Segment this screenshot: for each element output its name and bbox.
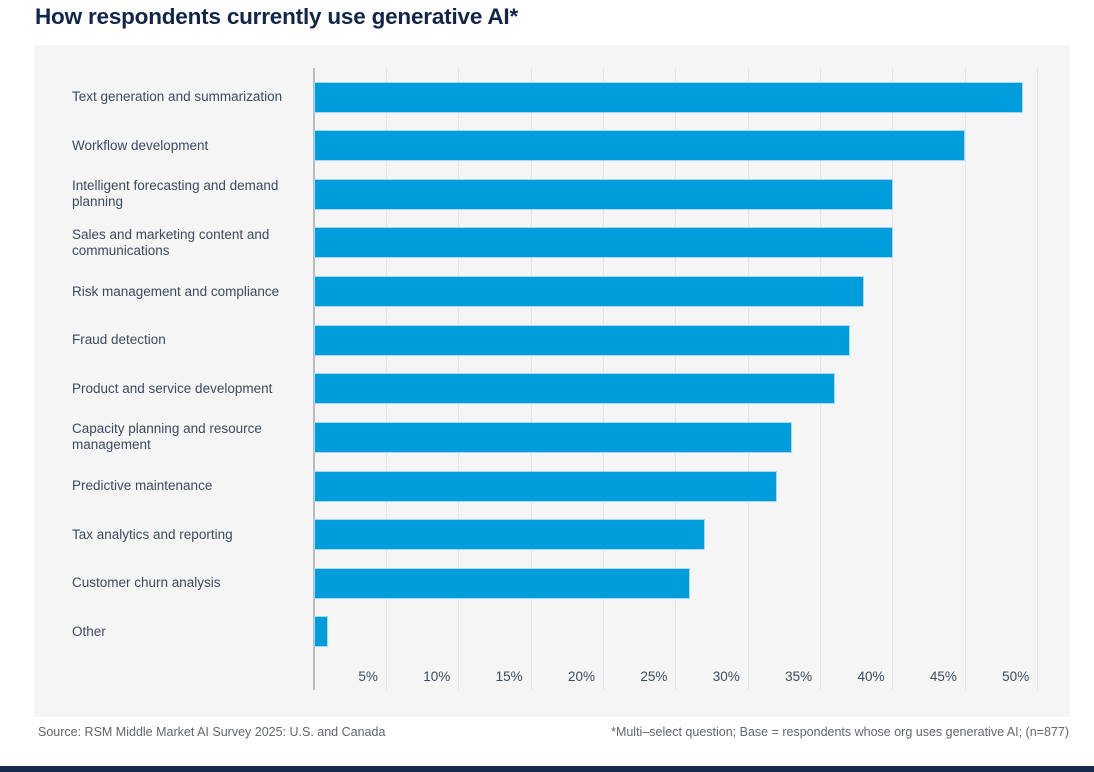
x-tick-label: 30%: [712, 669, 740, 684]
x-tick-label: 5%: [358, 669, 378, 684]
category-label: Risk management and compliance: [72, 283, 280, 299]
bar-predictive-maintenance: [314, 470, 778, 502]
category-label: Text generation and summarization: [72, 89, 283, 104]
gridline-50pct: [1037, 68, 1039, 690]
bar-risk-management-and-compliance: [314, 276, 864, 308]
x-tick-label: 10%: [423, 669, 451, 684]
x-tick-label: 45%: [929, 669, 957, 684]
category-label: Fraud detection: [72, 332, 166, 348]
x-tick-label: 50%: [1002, 669, 1030, 684]
gridline-45pct: [964, 68, 966, 690]
category-label: Capacity planning and resource managemen…: [72, 421, 262, 453]
bar-fraud-detection: [314, 324, 850, 356]
category-label: Workflow development: [72, 137, 209, 153]
category-label: Tax analytics and reporting: [72, 526, 233, 542]
x-tick-label: 35%: [785, 669, 813, 684]
x-tick-label: 20%: [567, 669, 595, 684]
bottom-rule: [0, 766, 1094, 772]
gridline-40pct: [892, 68, 894, 690]
category-label: Predictive maintenance: [72, 478, 213, 494]
category-label: Customer churn analysis: [72, 575, 221, 591]
bar-workflow-development: [314, 130, 966, 162]
bar-product-and-service-development: [314, 373, 836, 405]
page-title: How respondents currently use generative…: [35, 4, 519, 29]
category-label: Intelligent forecasting and demand plann…: [72, 178, 279, 210]
x-axis-zero-line: [313, 68, 315, 690]
bar-tax-analytics-and-reporting: [314, 519, 705, 551]
bar-capacity-planning-and-resource-management: [314, 421, 792, 453]
bar-intelligent-forecasting-and-demand-planning: [314, 178, 893, 210]
x-tick-label: 25%: [640, 669, 668, 684]
category-label: Product and service development: [72, 380, 273, 396]
source-note: Source: RSM Middle Market AI Survey 2025…: [38, 725, 386, 739]
category-label: Other: [72, 623, 106, 639]
category-label: Sales and marketing content and communic…: [72, 226, 270, 258]
bar-sales-and-marketing-content-and-communications: [314, 227, 893, 259]
x-tick-label: 40%: [857, 669, 885, 684]
bar-customer-churn-analysis: [314, 567, 691, 599]
bar-other: [314, 616, 329, 648]
x-tick-label: 15%: [495, 669, 523, 684]
bar-text-generation-and-summarization: [314, 81, 1024, 113]
footnote: *Multi–select question; Base = responden…: [611, 725, 1069, 739]
